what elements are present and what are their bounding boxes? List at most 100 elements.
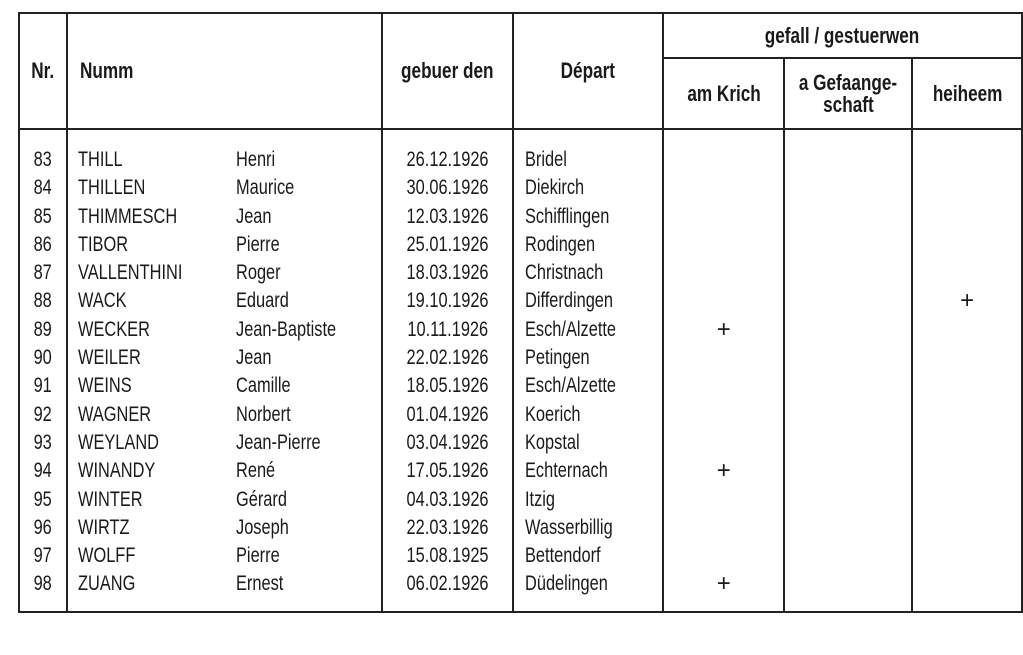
birth-date: 30.06.1926 — [380, 174, 515, 203]
surname: TIBOR — [65, 230, 237, 260]
surname: VALLENTHINI — [65, 259, 237, 288]
departure-place: Schifflingen — [512, 202, 664, 231]
first-name: Ernest — [236, 570, 383, 599]
row-number: 90 — [18, 344, 68, 373]
birth-date: 17.05.1926 — [380, 457, 515, 486]
died-in-captivity-mark — [783, 315, 914, 345]
fallen-in-war-mark: + — [661, 457, 786, 486]
surname: THILLEN — [65, 174, 237, 203]
died-at-home-mark — [911, 259, 1023, 288]
departure-place: Diekirch — [512, 174, 664, 203]
first-name: Norbert — [236, 400, 383, 429]
first-name: Henri — [236, 146, 383, 175]
table-row: 83 THILL Henri 26.12.1926 Bridel — [18, 146, 1023, 175]
first-name: Pierre — [236, 230, 383, 260]
died-in-captivity-mark — [783, 344, 914, 373]
header-captivity: a Gefaange-schaft — [783, 57, 914, 130]
row-number: 84 — [18, 174, 68, 203]
first-name: Jean — [236, 344, 383, 373]
died-at-home-mark — [911, 202, 1023, 231]
departure-place: Petingen — [512, 344, 664, 373]
died-at-home-mark — [911, 146, 1023, 175]
surname: ZUANG — [65, 570, 237, 599]
table-row: 84 THILLEN Maurice 30.06.1926 Diekirch — [18, 174, 1023, 203]
died-in-captivity-mark — [783, 457, 914, 486]
row-number: 83 — [18, 146, 68, 175]
departure-place: Kopstal — [512, 428, 664, 458]
died-in-captivity-mark — [783, 400, 914, 429]
fallen-in-war-mark — [661, 287, 786, 316]
surname: WEINS — [65, 372, 237, 401]
departure-place: Rodingen — [512, 230, 664, 260]
row-number: 94 — [18, 457, 68, 486]
departure-place: Christnach — [512, 259, 664, 288]
row-number: 86 — [18, 230, 68, 260]
row-number: 92 — [18, 400, 68, 429]
died-at-home-mark — [911, 315, 1023, 345]
fallen-in-war-mark — [661, 146, 786, 175]
surname: THIMMESCH — [65, 202, 237, 231]
row-number: 85 — [18, 202, 68, 231]
surname: WEILER — [65, 344, 237, 373]
header-fallen-died: gefall / gestuerwen — [661, 12, 1023, 59]
died-at-home-mark — [911, 428, 1023, 458]
table-row: 87 VALLENTHINI Roger 18.03.1926 Christnach — [18, 259, 1023, 288]
departure-place: Differdingen — [512, 287, 664, 316]
departure-place: Itzig — [512, 485, 664, 514]
row-number: 97 — [18, 542, 68, 571]
departure-place: Wasserbillig — [512, 513, 664, 543]
fallen-in-war-mark — [661, 344, 786, 373]
died-at-home-mark — [911, 457, 1023, 486]
surname: WINTER — [65, 485, 237, 514]
fallen-in-war-mark — [661, 202, 786, 231]
first-name: Jean-Baptiste — [236, 315, 383, 345]
fallen-in-war-mark: + — [661, 315, 786, 345]
fallen-in-war-mark — [661, 230, 786, 260]
surname: WECKER — [65, 315, 237, 345]
surname: WACK — [65, 287, 237, 316]
died-in-captivity-mark — [783, 485, 914, 514]
table-row: 86 TIBOR Pierre 25.01.1926 Rodingen — [18, 230, 1023, 260]
died-at-home-mark — [911, 174, 1023, 203]
departure-place: Bridel — [512, 146, 664, 175]
header-born: gebuer den — [380, 12, 515, 130]
birth-date: 18.05.1926 — [380, 372, 515, 401]
fallen-in-war-mark — [661, 485, 786, 514]
died-in-captivity-mark — [783, 428, 914, 458]
header-home: heiheem — [911, 57, 1023, 130]
birth-date: 26.12.1926 — [380, 146, 515, 175]
table-row: 85 THIMMESCH Jean 12.03.1926 Schifflingen — [18, 202, 1023, 231]
died-in-captivity-mark — [783, 542, 914, 571]
birth-date: 22.02.1926 — [380, 344, 515, 373]
died-in-captivity-mark — [783, 146, 914, 175]
fallen-in-war-mark: + — [661, 570, 786, 599]
departure-place: Esch/Alzette — [512, 372, 664, 401]
casualty-table: Nr. Numm gebuer den Départ gefall / gest… — [18, 12, 1023, 613]
first-name: Jean — [236, 202, 383, 231]
departure-place: Düdelingen — [512, 570, 664, 599]
fallen-in-war-mark — [661, 542, 786, 571]
table-row: 91 WEINS Camille 18.05.1926 Esch/Alzette — [18, 372, 1023, 401]
first-name: Camille — [236, 372, 383, 401]
surname: WEYLAND — [65, 428, 237, 458]
fallen-in-war-mark — [661, 513, 786, 543]
died-in-captivity-mark — [783, 174, 914, 203]
header-war: am Krich — [661, 57, 786, 130]
birth-date: 01.04.1926 — [380, 400, 515, 429]
died-in-captivity-mark — [783, 513, 914, 543]
row-number: 98 — [18, 570, 68, 599]
fallen-in-war-mark — [661, 174, 786, 203]
departure-place: Bettendorf — [512, 542, 664, 571]
header-name: Numm — [65, 12, 383, 130]
birth-date: 15.08.1925 — [380, 542, 515, 571]
birth-date: 25.01.1926 — [380, 230, 515, 260]
birth-date: 06.02.1926 — [380, 570, 515, 599]
died-in-captivity-mark — [783, 372, 914, 401]
died-at-home-mark — [911, 230, 1023, 260]
first-name: René — [236, 457, 383, 486]
birth-date: 18.03.1926 — [380, 259, 515, 288]
fallen-in-war-mark — [661, 259, 786, 288]
surname: THILL — [65, 146, 237, 175]
fallen-in-war-mark — [661, 428, 786, 458]
first-name: Gérard — [236, 485, 383, 514]
